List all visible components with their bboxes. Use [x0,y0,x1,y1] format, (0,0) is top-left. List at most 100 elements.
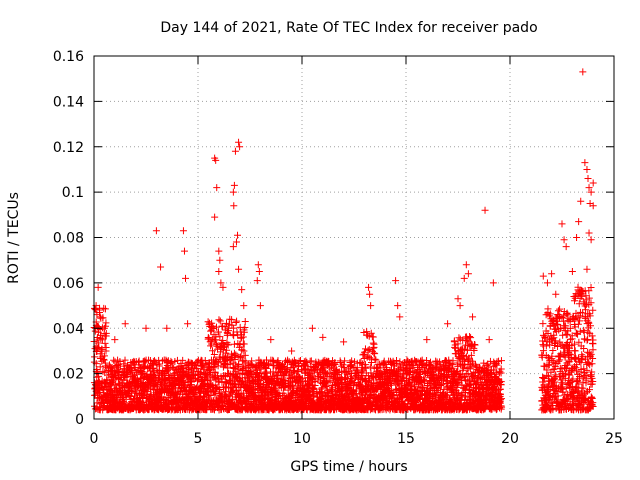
data-point [155,360,163,368]
data-point [101,359,109,367]
data-point [240,328,248,336]
data-point [101,339,109,347]
data-point [216,385,224,393]
data-point [100,304,108,312]
data-point [208,319,216,327]
data-point [94,283,102,291]
data-point [210,351,218,359]
data-point [179,227,187,235]
data-point [184,320,192,328]
data-point [242,378,250,386]
data-point [211,213,219,221]
data-point [230,324,238,332]
data-point [94,368,102,376]
data-point [241,317,249,325]
data-point [211,391,219,399]
data-point [549,347,557,355]
data-point [212,323,220,331]
data-point [240,357,248,365]
data-point [130,372,138,380]
data-point [94,339,102,347]
data-point [556,352,564,360]
data-point [96,306,104,314]
data-point [152,227,160,235]
data-point [237,352,245,360]
data-point [181,381,189,389]
data-point [545,361,553,369]
data-point [111,336,119,344]
data-point [222,349,230,357]
data-point [215,328,223,336]
data-points [90,68,597,414]
data-point [225,376,233,384]
data-point [219,340,227,348]
data-point [163,324,171,332]
data-point [217,389,225,397]
data-point [189,368,197,376]
data-point [182,274,190,282]
data-point [215,316,223,324]
data-point [228,321,236,329]
data-point [180,383,188,391]
data-point [121,356,129,364]
data-point [209,347,216,355]
data-point [94,344,102,352]
data-point [180,247,188,255]
data-point [226,360,234,368]
data-point [208,335,216,343]
data-point [239,333,247,341]
data-point [164,366,172,374]
data-point [155,374,163,382]
data-point [232,318,240,326]
data-point [229,331,237,339]
data-point [223,340,231,348]
data-point [128,388,136,396]
data-point [204,318,212,326]
data-point [216,333,224,341]
data-point [341,357,349,365]
data-point [157,263,165,271]
data-point [168,363,176,371]
data-point [136,375,144,383]
data-point [233,317,241,325]
data-point [209,324,217,332]
data-point [224,341,232,349]
data-point [98,345,106,353]
data-point [240,347,248,355]
data-point [98,336,106,344]
data-point [539,320,547,328]
data-point [99,355,107,363]
data-point [125,391,133,399]
data-point [371,355,379,363]
data-point [204,334,212,342]
data-point [574,377,582,385]
data-point [109,390,117,398]
data-point [140,357,148,365]
data-point [236,341,244,349]
data-point [91,305,99,313]
data-point [96,363,104,371]
data-point [116,357,124,365]
data-point [589,340,597,348]
data-point [216,317,224,325]
data-point [205,367,213,375]
data-point [240,340,248,348]
data-point [101,369,109,377]
data-point [370,340,378,348]
data-point [307,357,315,365]
data-point [100,356,108,364]
data-point [207,380,215,388]
data-point [113,361,121,369]
data-point [236,353,244,361]
data-point [102,319,110,327]
data-point [585,318,593,326]
data-point [179,356,187,364]
data-point [142,324,150,332]
data-point [241,323,249,331]
data-point [201,356,209,364]
data-point [223,346,231,354]
data-point [101,305,109,313]
data-point [102,347,110,355]
data-point [102,332,110,340]
data-point [234,366,242,374]
